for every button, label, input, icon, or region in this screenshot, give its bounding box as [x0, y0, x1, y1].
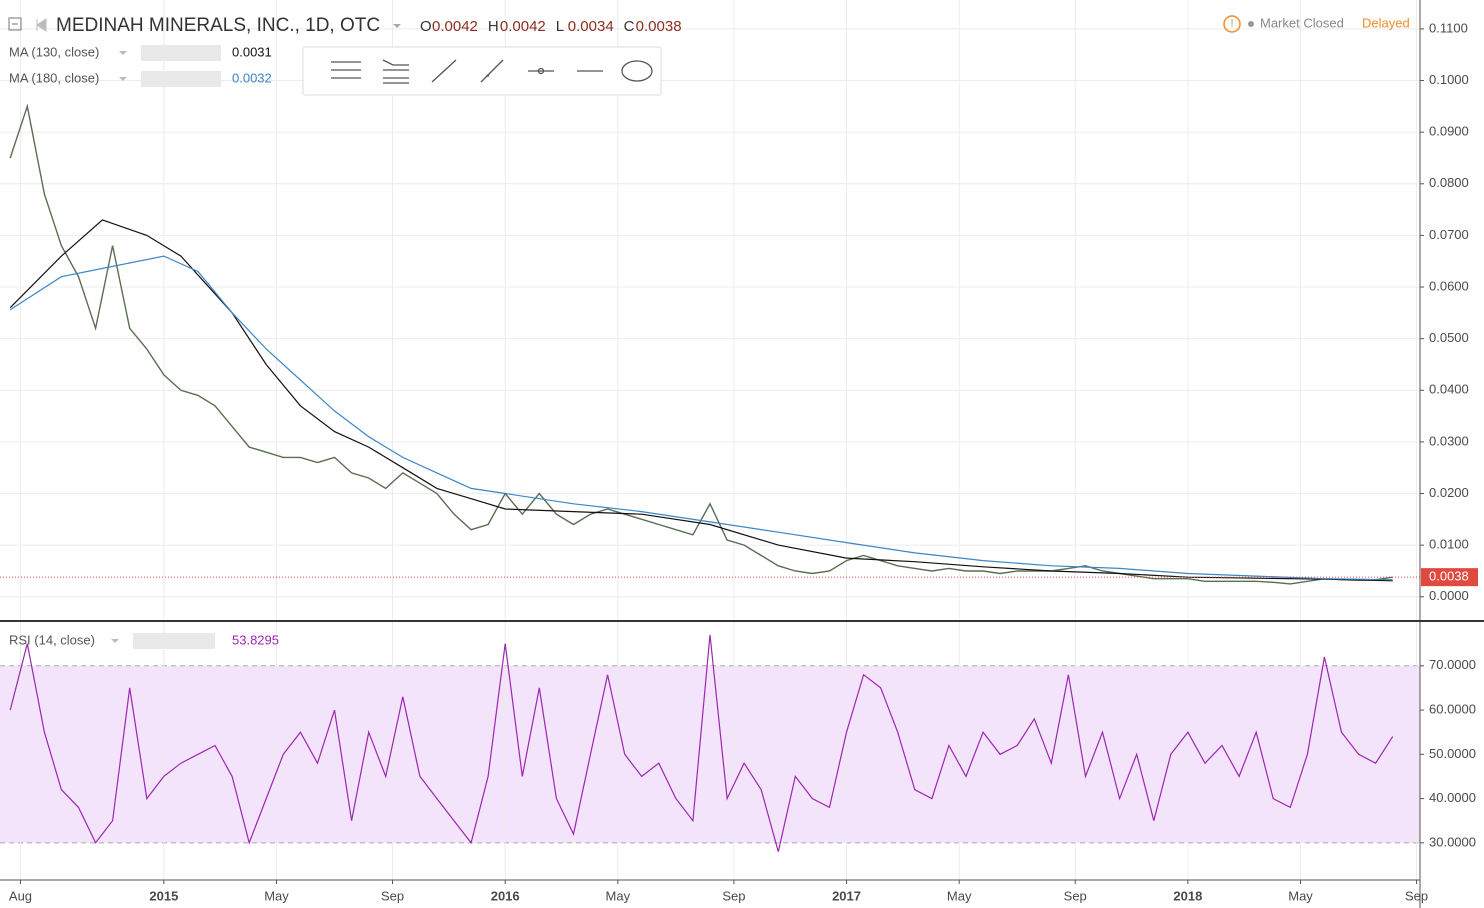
legend-label: MA (180, close)	[9, 70, 99, 85]
y-tick-label: 0.1100	[1429, 20, 1468, 35]
status-icon-mark: !	[1230, 18, 1233, 30]
price-line	[9, 103, 1393, 585]
x-tick-label: Sep	[1064, 888, 1087, 903]
legend-dropdown[interactable]	[111, 639, 119, 643]
symbol-icon	[36, 18, 47, 32]
y-tick-label: 0.0400	[1429, 382, 1469, 397]
tool-horizontal-dot	[537, 67, 545, 75]
legend-buttons[interactable]	[141, 71, 221, 87]
y-tick-label: 0.0800	[1429, 175, 1469, 190]
ohlc-values: O 0.0042 H 0.0042 L 0.0034 C 0.0038	[420, 18, 682, 35]
dropdown-arrow[interactable]	[393, 24, 401, 28]
toolbar-box	[302, 46, 662, 96]
ma-line	[9, 219, 1393, 582]
x-tick-label: May	[606, 888, 631, 903]
rsi-legend-label: RSI (14, close)	[9, 632, 95, 647]
plot-layer	[0, 0, 1420, 880]
tool-trendline[interactable]	[431, 59, 457, 83]
y-tick-label: 30.0000	[1429, 834, 1476, 849]
rsi-band	[0, 665, 1420, 843]
tool-ellipse[interactable]	[621, 60, 653, 82]
y-tick-label: 40.0000	[1429, 790, 1476, 805]
x-tick-label: Sep	[722, 888, 745, 903]
status-dot	[1248, 21, 1254, 27]
y-tick-label: 0.0300	[1429, 433, 1469, 448]
x-tick-label: 2017	[832, 888, 861, 903]
chart-title: MEDINAH MINERALS, INC., 1D, OTC	[56, 15, 380, 36]
y-tick-label: 0.0500	[1429, 330, 1469, 345]
ohlc-value: 0.0034	[568, 18, 614, 35]
y-tick-label: 70.0000	[1429, 657, 1476, 672]
y-tick-label: 0.0900	[1429, 124, 1469, 139]
x-tick-label: 2015	[149, 888, 178, 903]
x-tick-label: May	[264, 888, 289, 903]
y-tick-label: 0.1000	[1429, 72, 1469, 87]
y-tick-label: 0.0700	[1429, 227, 1469, 242]
ohlc-label: H	[488, 18, 499, 35]
rsi-line	[9, 634, 1394, 852]
market-status: Market Closed	[1260, 15, 1344, 30]
x-tick-label: Sep	[1405, 888, 1428, 903]
ma-line	[9, 255, 1393, 581]
toolbar-icons	[331, 59, 653, 84]
ohlc-label: O	[420, 18, 432, 35]
y-tick-label: 0.0000	[1429, 588, 1469, 603]
y-tick-label: 0.0100	[1429, 537, 1469, 552]
status-icon[interactable]	[1223, 15, 1241, 33]
legend-dropdown[interactable]	[119, 51, 127, 55]
ohlc-value: 0.0042	[432, 18, 478, 35]
y-tick-label: 0.0200	[1429, 485, 1469, 500]
last-price-label: 0.0038	[1429, 569, 1469, 584]
y-tick-label: 60.0000	[1429, 702, 1476, 717]
x-tick-label: Sep	[381, 888, 404, 903]
last-price-tag	[1421, 568, 1478, 587]
legend-value: 0.0032	[232, 70, 272, 85]
tool-fib[interactable]	[382, 59, 409, 84]
tool-parallel[interactable]	[331, 61, 361, 79]
legend-label: MA (130, close)	[9, 44, 99, 59]
rsi-legend-value: 53.8295	[232, 632, 279, 647]
delay-status: Delayed	[1362, 15, 1410, 30]
tool-ray[interactable]	[480, 59, 504, 83]
x-tick-label: 2016	[491, 888, 520, 903]
ohlc-value: 0.0042	[500, 18, 546, 35]
legend-buttons[interactable]	[133, 633, 215, 649]
drawing-toolbar	[302, 46, 662, 96]
legend-buttons[interactable]	[141, 45, 221, 61]
x-tick-label: May	[1288, 888, 1313, 903]
y-tick-label: 50.0000	[1429, 746, 1476, 761]
ohlc-label: L	[556, 18, 564, 35]
ohlc-label: C	[624, 18, 635, 35]
x-tick-label: 2018	[1173, 888, 1202, 903]
y-tick-label: 0.0600	[1429, 278, 1469, 293]
x-tick-label: May	[947, 888, 972, 903]
collapse-button[interactable]	[8, 17, 22, 31]
legend-dropdown[interactable]	[119, 77, 127, 81]
legend-value: 0.0031	[232, 44, 272, 59]
ohlc-value: 0.0038	[636, 18, 682, 35]
x-tick-label: Aug	[9, 888, 32, 903]
